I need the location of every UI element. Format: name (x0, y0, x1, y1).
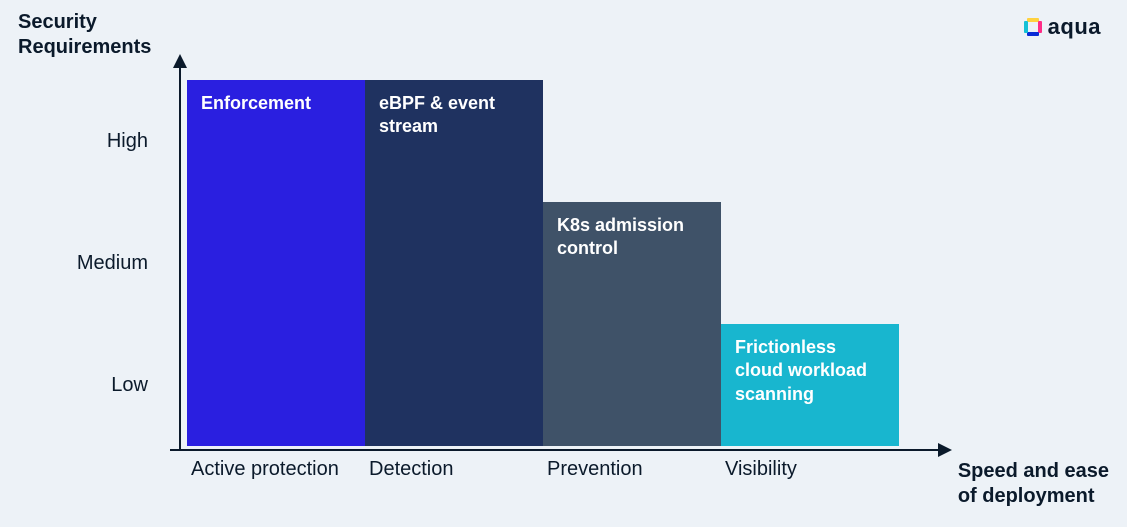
matrix-cell-active_protection-row0: Enforcement (187, 80, 365, 202)
matrix-cell-active_protection-row1 (187, 202, 365, 324)
matrix-grid: EnforcementeBPF & event streamK8s admiss… (187, 80, 899, 446)
y-label-low: Low (0, 324, 170, 446)
x-axis-labels: Active protection Detection Prevention V… (187, 458, 899, 481)
y-label-medium: Medium (0, 202, 170, 324)
y-axis-line (179, 66, 181, 451)
x-axis-title: Speed and easeof deployment (958, 459, 1109, 509)
x-axis-arrow (938, 443, 952, 457)
brand-logo-mark (1024, 18, 1042, 36)
x-label-prevention: Prevention (543, 458, 721, 481)
matrix-cell-visibility-row2: Frictionless cloud workload scanning (721, 324, 899, 446)
matrix-cell-prevention-row1: K8s admission control (543, 202, 721, 324)
y-axis-title: SecurityRequirements (18, 10, 151, 60)
x-axis-line (170, 449, 940, 451)
y-axis-arrow (173, 54, 187, 68)
brand-logo-text: aqua (1048, 14, 1101, 40)
x-label-detection: Detection (365, 458, 543, 481)
x-label-visibility: Visibility (721, 458, 899, 481)
matrix-cell-active_protection-row2 (187, 324, 365, 446)
brand-logo: aqua (1024, 14, 1101, 40)
matrix-cell-detection-row0: eBPF & event stream (365, 80, 543, 202)
matrix-cell-detection-row2 (365, 324, 543, 446)
y-label-high: High (0, 80, 170, 202)
y-axis-labels: High Medium Low (0, 80, 170, 446)
matrix-cell-prevention-row2 (543, 324, 721, 446)
x-label-active-protection: Active protection (187, 458, 365, 481)
matrix-cell-detection-row1 (365, 202, 543, 324)
